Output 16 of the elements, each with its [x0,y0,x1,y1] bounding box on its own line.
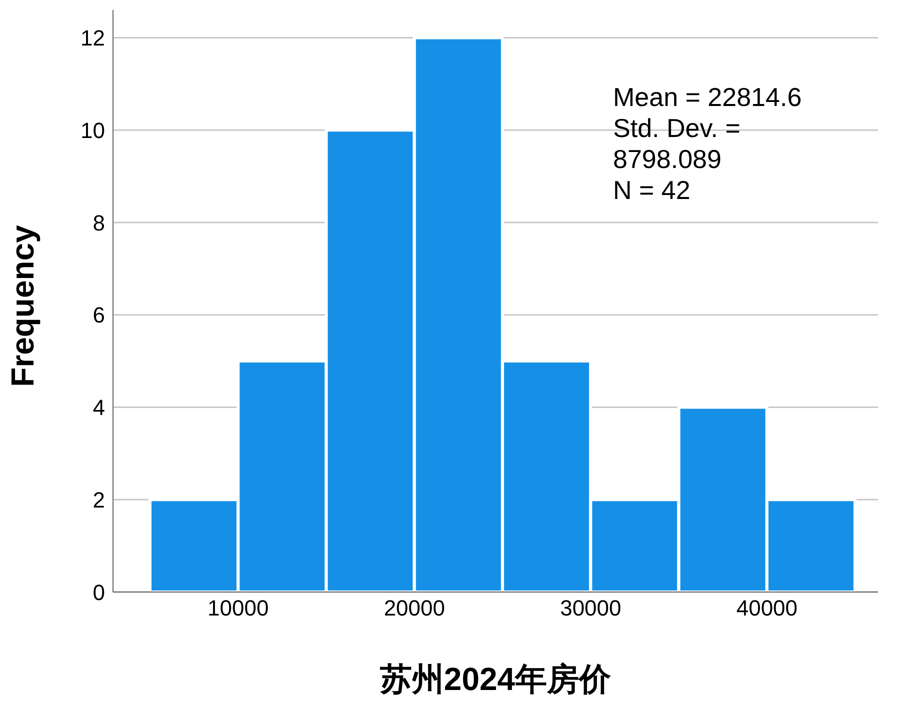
y-tick-label: 8 [92,210,105,236]
x-axis-title: 苏州2024年房价 [378,661,612,697]
y-axis-title: Frequency [4,224,40,387]
y-tick-label: 6 [92,302,105,328]
y-tick-label: 0 [92,580,105,605]
y-tick-label: 4 [92,395,105,420]
x-tick-label: 20000 [384,596,446,621]
x-tick-label: 10000 [208,596,269,621]
y-tick-label: 10 [80,118,105,143]
x-tick-label: 40000 [736,596,798,621]
y-tick-label: 12 [80,26,105,51]
annotation: N = 42 [613,175,692,206]
y-tick-label: 2 [92,487,105,512]
annotation: Std. Dev. = 8798.089 [613,113,742,175]
x-tick-label: 30000 [560,596,622,621]
annotation: Mean = 22814.6 [613,82,803,113]
